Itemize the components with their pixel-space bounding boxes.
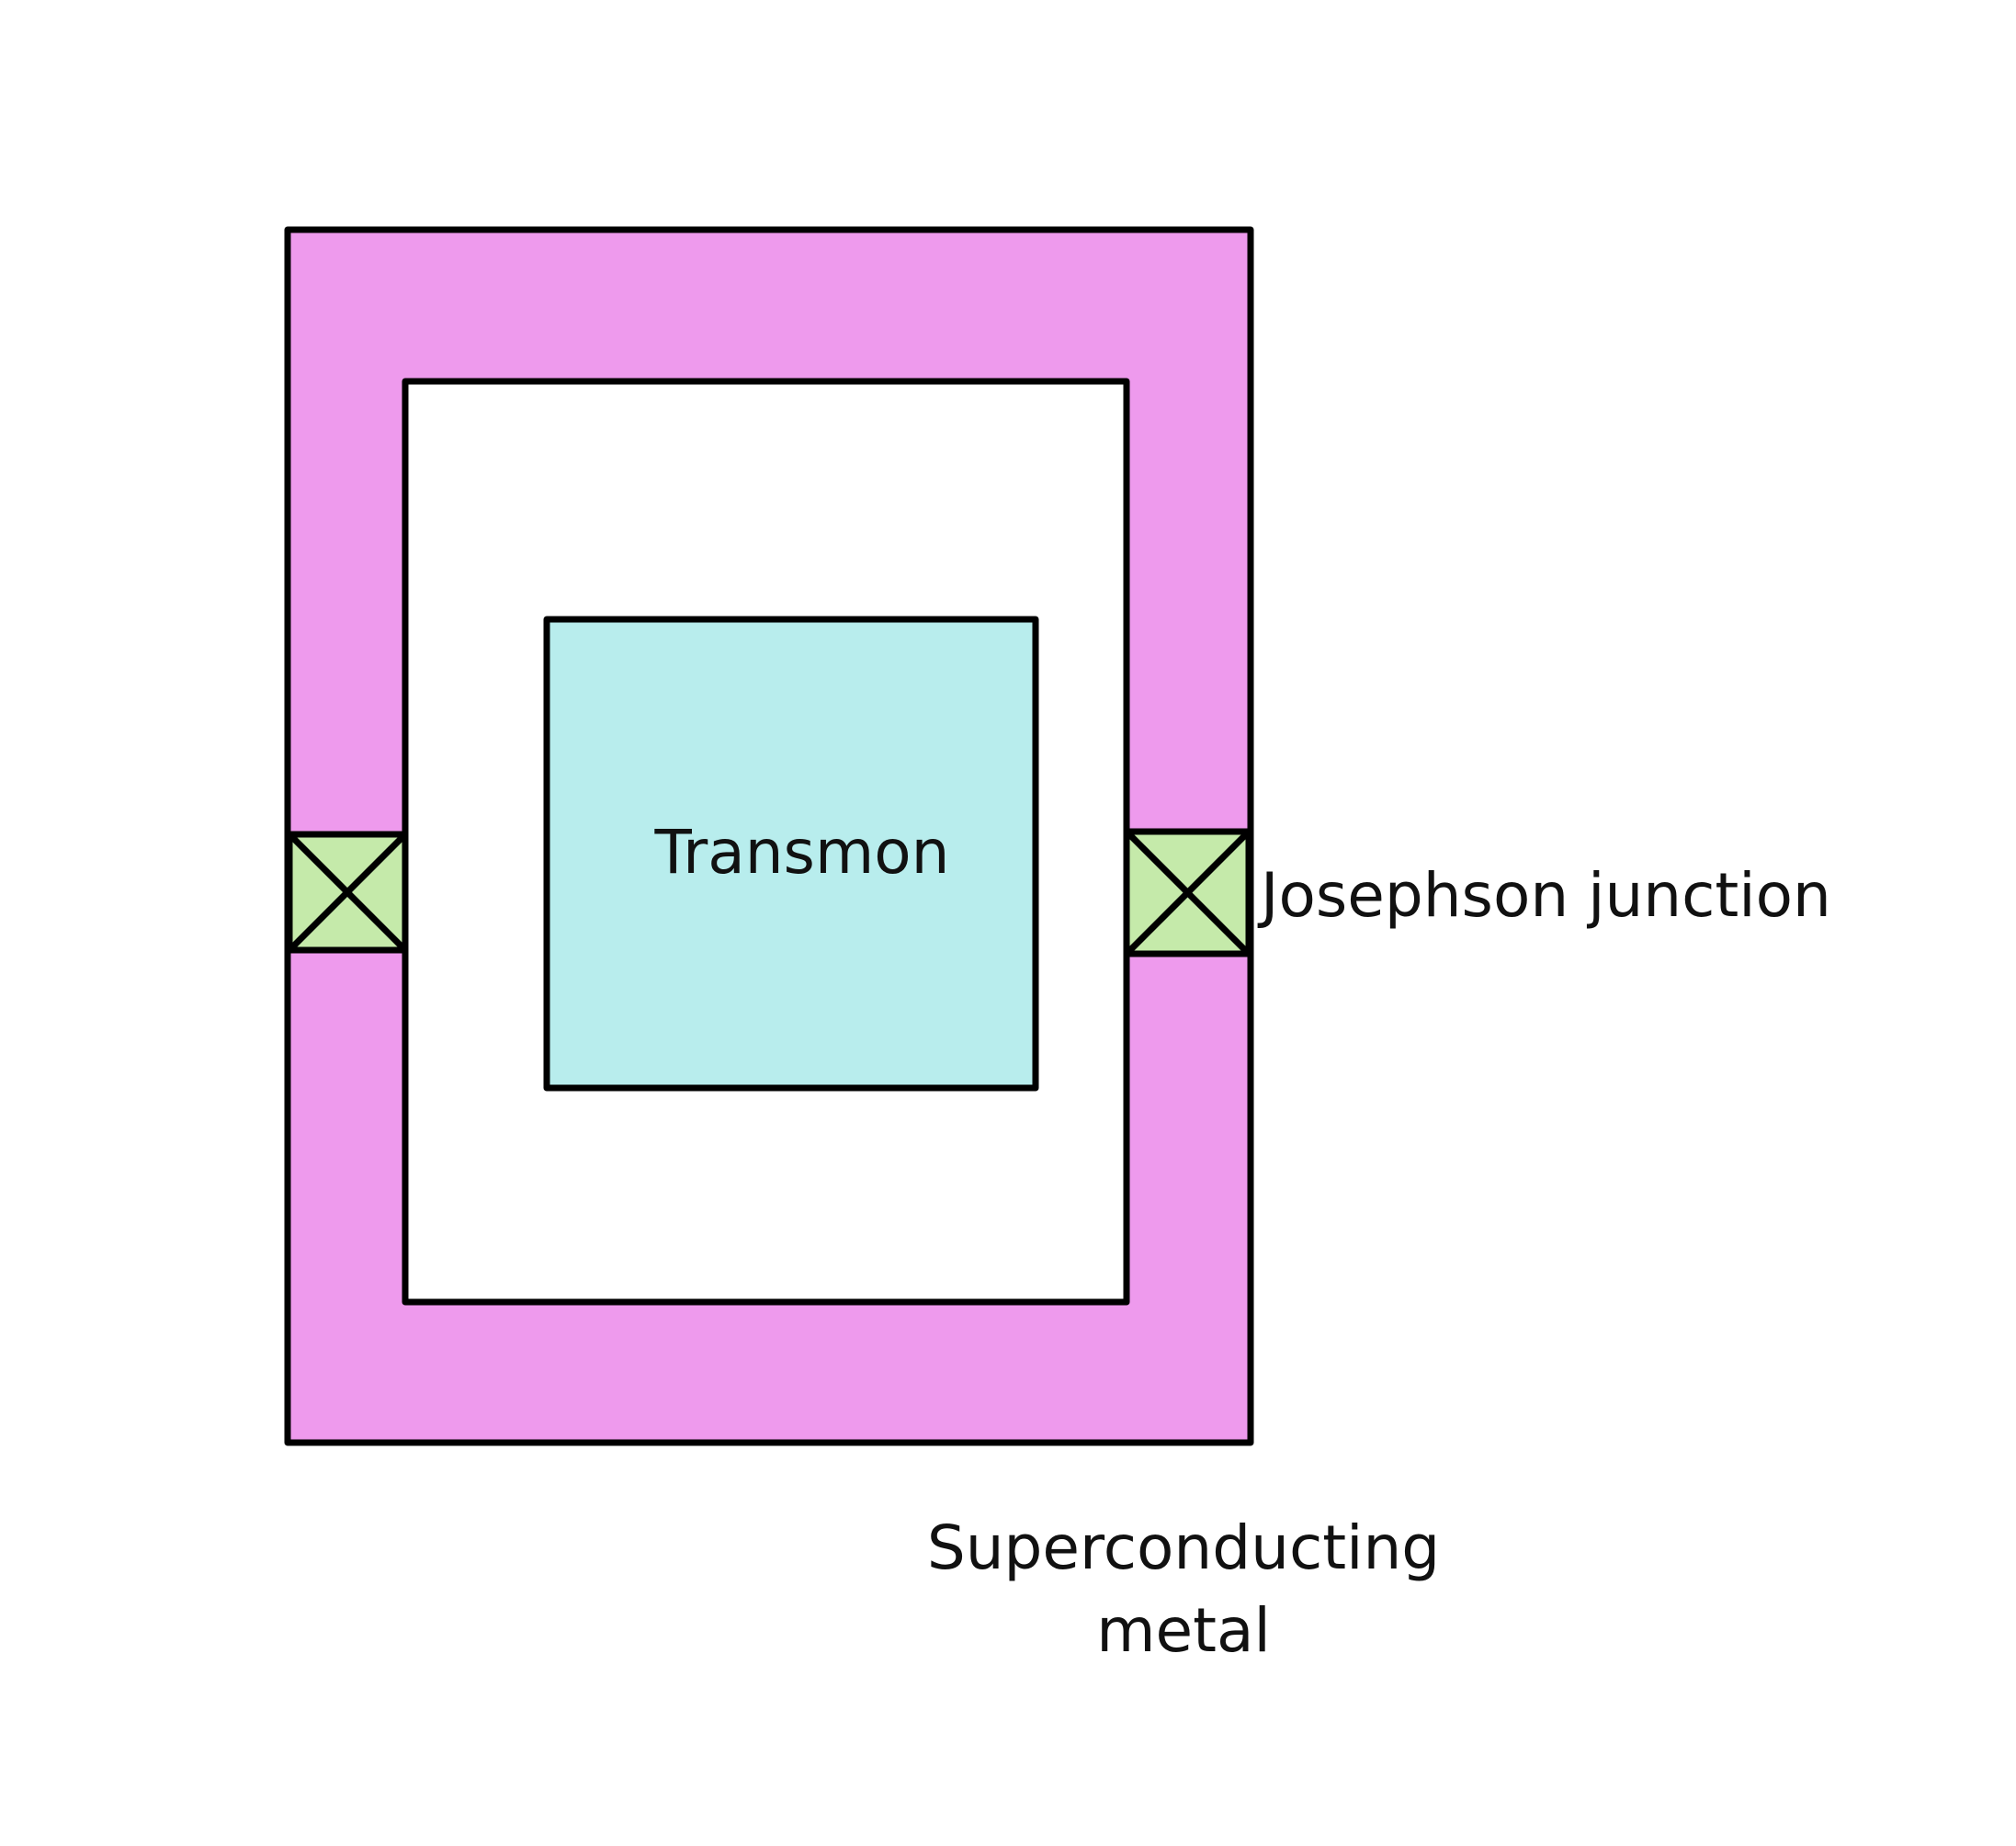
transmon-label: Transmon bbox=[654, 817, 950, 888]
transmon-island bbox=[543, 616, 1039, 1092]
crossed-box-icon bbox=[1123, 828, 1252, 957]
crossed-box-icon bbox=[286, 831, 409, 954]
superconducting-metal-label-line1: Superconducting bbox=[927, 1512, 1440, 1583]
josephson-junction-label: Josephson junction bbox=[1257, 860, 1831, 931]
superconducting-metal-label-line2: metal bbox=[1096, 1595, 1271, 1666]
right-josephson-junction bbox=[1123, 828, 1252, 957]
left-josephson-junction bbox=[286, 831, 409, 954]
